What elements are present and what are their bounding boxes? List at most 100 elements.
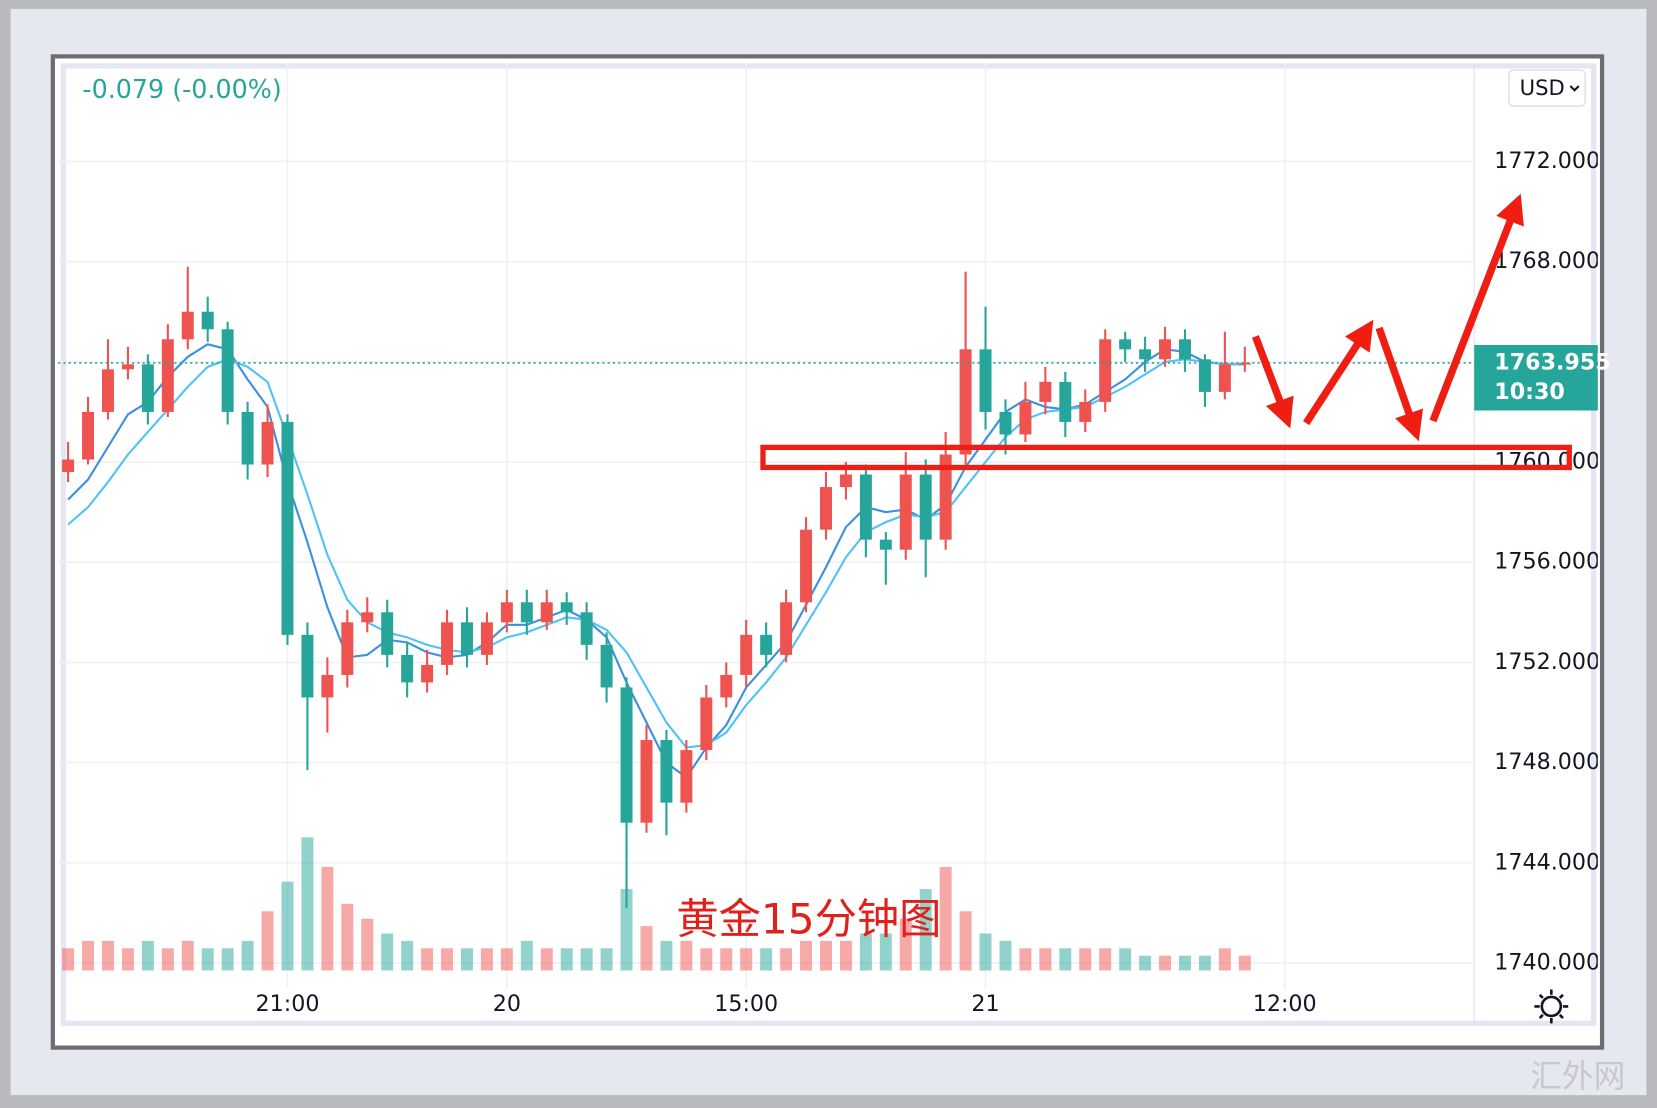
volume-bar — [361, 918, 374, 971]
currency-selector[interactable] — [1508, 69, 1586, 107]
volume-bar — [899, 918, 912, 971]
volume-bar — [441, 948, 454, 971]
candle-body — [780, 602, 793, 655]
volume-bar — [1019, 948, 1032, 971]
grid — [58, 63, 1475, 989]
candle-body — [700, 697, 713, 751]
volume-bar — [241, 940, 254, 971]
volume — [62, 837, 1251, 971]
volume-bar — [1059, 948, 1072, 971]
volume-bar — [740, 948, 753, 971]
settings-icon[interactable] — [1534, 989, 1569, 1024]
candle-body — [1119, 339, 1132, 350]
volume-bar — [680, 940, 693, 971]
volume-bar — [101, 940, 114, 971]
volume-bar — [780, 948, 793, 971]
candle-body — [1039, 381, 1052, 402]
volume-bar — [660, 940, 673, 971]
volume-bar — [640, 926, 653, 971]
volume-bar — [879, 933, 892, 971]
candle-body — [1079, 401, 1092, 422]
volume-bar — [560, 948, 573, 971]
candle-body — [141, 364, 154, 412]
volume-bar — [839, 940, 852, 971]
candle-body — [939, 454, 952, 540]
y-tick-label: 1740.000 — [1494, 949, 1600, 975]
moving-average-line — [67, 358, 1245, 749]
forecast-arrows — [1251, 193, 1524, 442]
candle-body — [201, 311, 214, 330]
candle-body — [82, 411, 95, 460]
candle-body — [600, 644, 613, 688]
candle-body — [859, 474, 872, 540]
volume-bar — [720, 948, 733, 971]
moving-averages — [67, 343, 1245, 780]
candle-body — [839, 474, 852, 488]
candle-body — [800, 529, 813, 603]
candle-body — [740, 634, 753, 675]
candle-body — [820, 487, 832, 530]
candle-body — [979, 349, 992, 412]
candle-body — [1218, 364, 1231, 392]
candle-body — [640, 740, 653, 823]
volume-bar — [1079, 948, 1092, 971]
candle-body — [241, 411, 254, 465]
volume-bar — [939, 866, 952, 971]
candle-body — [281, 421, 294, 635]
candle-body — [760, 634, 773, 655]
volume-bar — [461, 948, 473, 971]
volume-bar — [121, 948, 134, 971]
candle-body — [959, 349, 972, 455]
candle-body — [480, 622, 493, 655]
candle-body — [1139, 349, 1152, 360]
dropdown-caret — [1569, 85, 1580, 92]
volume-bar — [1159, 955, 1172, 971]
volume-bar — [1198, 955, 1211, 971]
volume-bar — [919, 889, 932, 971]
volume-bar — [1218, 948, 1231, 971]
y-tick-label: 1768.000 — [1494, 248, 1600, 274]
candles — [62, 266, 1251, 908]
volume-bar — [979, 933, 992, 971]
volume-bar — [161, 948, 174, 971]
chart-annotation: 黄金15分钟图 — [676, 894, 941, 943]
volume-bar — [141, 940, 154, 971]
volume-bar — [221, 948, 234, 971]
candle-body — [919, 474, 932, 540]
candle-body — [580, 612, 593, 645]
candle-body — [261, 421, 274, 465]
x-tick-label: 20 — [493, 991, 521, 1017]
volume-bar — [281, 881, 294, 971]
y-tick-label: 1744.000 — [1494, 849, 1600, 875]
y-tick-label: 1756.000 — [1494, 549, 1600, 575]
volume-bar — [760, 948, 773, 971]
y-axis: 1740.000 1744.000 1748.000 1752.000 1756.000… — [1494, 148, 1600, 976]
volume-bar — [1238, 955, 1251, 971]
volume-bar — [520, 940, 533, 971]
volume-bar — [859, 933, 872, 971]
volume-bar — [959, 911, 972, 971]
candle-body — [441, 622, 454, 665]
moving-average-line — [67, 343, 1245, 780]
volume-bar — [381, 933, 394, 971]
volume-bar — [600, 948, 613, 971]
candle-body — [121, 364, 134, 370]
change-text: -0.079 (-0.00%) — [82, 74, 281, 104]
x-axis: 21:00 20 15:00 21 12:00 — [256, 991, 1317, 1017]
currency-label[interactable]: USD — [1520, 75, 1565, 100]
candle-body — [899, 474, 912, 550]
volume-bar — [620, 889, 633, 971]
candle-body — [341, 622, 354, 675]
inner-border — [60, 63, 1597, 1026]
candle-body — [660, 740, 673, 803]
volume-bar — [421, 948, 434, 971]
candle-body — [1059, 381, 1072, 422]
volume-bar — [1119, 948, 1132, 971]
x-tick-label: 12:00 — [1253, 991, 1317, 1017]
y-tick-label: 1748.000 — [1494, 749, 1600, 775]
volume-bar — [500, 948, 513, 971]
volume-bar — [1099, 948, 1112, 971]
candle-body — [62, 459, 75, 473]
last-price-box: 1763.955 10:30 — [58, 344, 1611, 411]
